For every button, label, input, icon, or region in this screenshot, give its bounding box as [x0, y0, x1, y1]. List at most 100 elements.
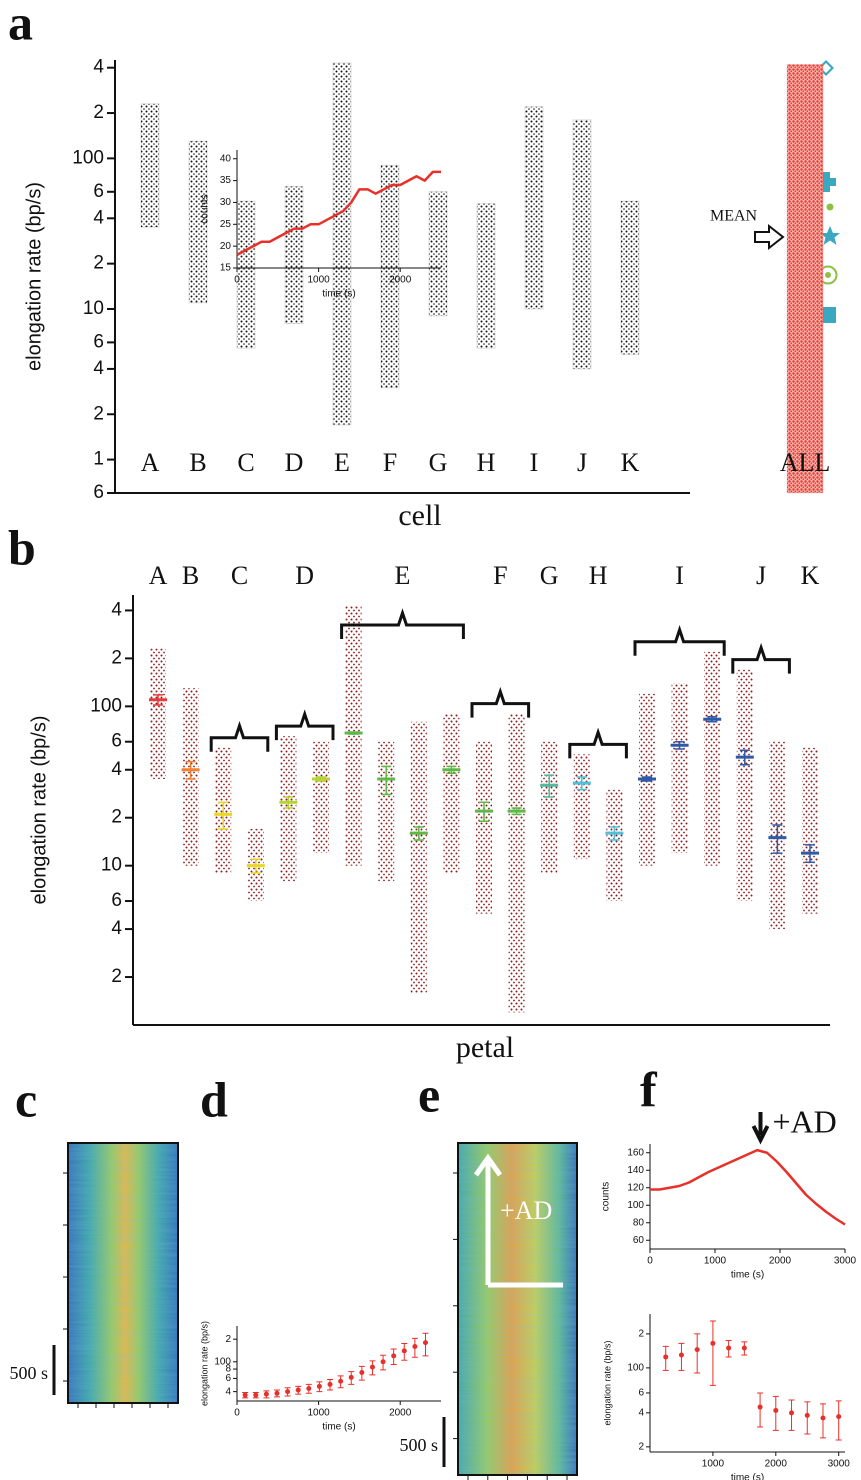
brace — [274, 709, 335, 741]
y-tick-label: 120 — [627, 1182, 644, 1193]
point — [306, 1386, 312, 1392]
strip — [704, 651, 721, 866]
strip — [345, 605, 362, 866]
y-tick-label: 1 — [93, 449, 104, 470]
category-label: H — [477, 448, 496, 477]
category-label: G — [429, 448, 448, 477]
point — [726, 1345, 732, 1351]
y-tick-label: 6 — [111, 890, 122, 911]
category-label: E — [334, 448, 350, 477]
line — [236, 170, 441, 256]
brace — [731, 642, 791, 674]
x-axis-label: time (s) — [322, 1422, 355, 1433]
category-label: B — [189, 448, 206, 477]
point — [710, 1340, 716, 1346]
y-axis-label: counts — [200, 194, 211, 223]
y-tick-label: 6 — [111, 731, 122, 752]
y-tick-label: 2 — [93, 102, 104, 123]
kymograph-texture — [458, 1143, 577, 1475]
point — [789, 1410, 795, 1416]
y-tick-label: 6 — [225, 1373, 231, 1384]
y-tick-label: 6 — [93, 482, 104, 503]
category-label: A — [141, 448, 160, 477]
category-label: J — [577, 448, 587, 477]
y-tick-label: 6 — [93, 181, 104, 202]
brace — [340, 608, 465, 639]
y-tick-label: 30 — [220, 197, 232, 208]
category-label: F — [383, 448, 397, 477]
category-label: K — [801, 561, 820, 590]
error-bar — [835, 1400, 842, 1441]
y-tick-label: 100 — [72, 147, 104, 168]
y-tick-label: 25 — [220, 219, 232, 230]
strip — [380, 164, 400, 389]
y-tick-label: 80 — [633, 1217, 645, 1228]
point — [348, 1374, 354, 1380]
strip — [606, 789, 623, 902]
category-label: E — [395, 561, 411, 590]
y-tick-label: 15 — [220, 263, 232, 274]
annotation-arrow — [751, 1112, 770, 1145]
mean-arrow — [754, 223, 785, 251]
category-label: C — [231, 561, 248, 590]
y-tick-label: 4 — [225, 1386, 231, 1397]
scale-label: 500 s — [399, 1435, 438, 1455]
point — [369, 1364, 375, 1370]
category-label: D — [285, 448, 304, 477]
point — [391, 1353, 397, 1359]
kymograph-frame — [457, 1142, 578, 1476]
category-label: J — [756, 561, 766, 590]
error-bar — [772, 1395, 779, 1431]
kymograph — [63, 1142, 179, 1408]
x-tick-label: 2000 — [769, 1256, 792, 1267]
category-label: C — [237, 448, 254, 477]
category-label: K — [621, 448, 640, 477]
y-tick-label: 6 — [638, 1388, 644, 1399]
point — [678, 1352, 684, 1358]
x-tick-label: 0 — [234, 1408, 240, 1419]
x-axis-label: time (s) — [731, 1473, 764, 1480]
x-tick-label: 0 — [234, 275, 240, 286]
strip — [573, 754, 590, 860]
strip — [443, 713, 460, 873]
y-tick-label: 40 — [220, 153, 232, 164]
point — [804, 1412, 810, 1418]
category-label: H — [589, 561, 608, 590]
strip — [150, 648, 166, 779]
error-bar — [819, 1403, 826, 1439]
strip — [476, 203, 496, 349]
y-axis-label: counts — [601, 1182, 612, 1211]
point — [316, 1383, 322, 1389]
y-tick-label: 2 — [93, 403, 104, 424]
strip — [572, 119, 592, 370]
strip — [236, 200, 256, 349]
line — [650, 1148, 846, 1226]
point — [820, 1415, 826, 1421]
error-bar — [804, 1401, 811, 1435]
y-tick-label: 140 — [627, 1165, 644, 1176]
point — [773, 1407, 779, 1413]
category-label: D — [295, 561, 314, 590]
panel-letter: a — [8, 0, 33, 50]
point — [741, 1345, 747, 1351]
strip — [140, 103, 160, 228]
error-bar — [709, 1320, 716, 1386]
scale-label: 500 s — [9, 1363, 48, 1383]
point — [694, 1347, 700, 1353]
y-tick-label: 100 — [627, 1200, 644, 1211]
panel-letter: b — [8, 519, 36, 575]
y-tick-label: 100 — [90, 695, 122, 716]
y-tick-label: 35 — [220, 175, 232, 186]
y-tick-label: 8 — [225, 1364, 231, 1375]
panel-letter: e — [418, 1066, 440, 1122]
y-tick-label: 10 — [83, 298, 104, 319]
y-tick-label: 4 — [638, 1407, 644, 1418]
brace — [209, 720, 270, 752]
y-tick-label: 2 — [111, 647, 122, 668]
y-tick-label: 4 — [111, 918, 122, 939]
x-axis-label: time (s) — [322, 289, 355, 300]
y-tick-label: 4 — [111, 599, 122, 620]
x-axis-label: cell — [398, 499, 441, 532]
kymograph-texture — [68, 1143, 178, 1403]
